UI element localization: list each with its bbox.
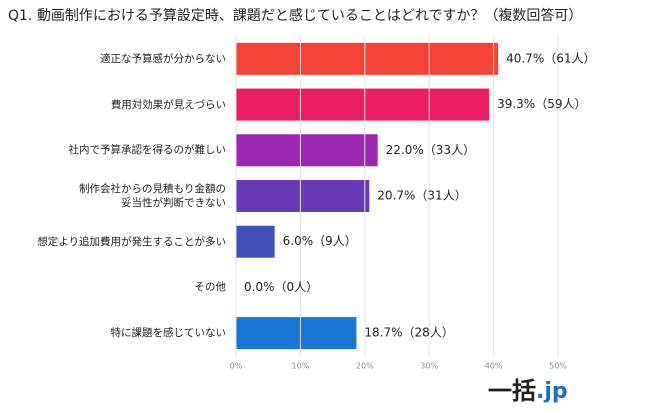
logo-main: 一括 [488, 377, 536, 405]
y-tick-label: 制作会社からの見積もり金額の 妥当性が判断できない [79, 183, 226, 209]
y-tick-label: 想定より追加費用が発生することが多い [37, 235, 226, 248]
value-label: 22.0%（33人） [386, 143, 475, 157]
x-tick-label: 40% [485, 362, 503, 371]
bar [236, 225, 275, 258]
x-tick-label: 10% [292, 362, 310, 371]
y-tick-label: その他 [194, 281, 227, 294]
bar [236, 180, 370, 212]
bar [236, 42, 499, 75]
y-tick-label: 社内で予算承認を得るのが難しい [68, 144, 227, 157]
bar [236, 88, 490, 121]
value-label: 40.7%（61人） [506, 51, 595, 65]
bar [236, 317, 357, 350]
value-label: 20.7%（31人） [377, 189, 466, 203]
x-tick-label: 20% [356, 362, 374, 371]
y-tick-label: 特に課題を感じていない [110, 327, 227, 340]
chart-title: Q1. 動画制作における予算設定時、課題だと感じていることはどれですか？（複数回… [8, 7, 582, 24]
x-tick-label: 0% [230, 362, 243, 371]
value-label: 39.3%（59人） [497, 97, 586, 111]
x-tick-label: 30% [420, 362, 438, 371]
value-label: 18.7%（28人） [364, 326, 453, 340]
bar [236, 134, 378, 167]
x-tick-label: 50% [549, 362, 567, 371]
y-tick-label: 適正な予算感が分からない [100, 52, 226, 65]
value-label: 0.0%（0人） [244, 280, 318, 294]
value-label: 6.0%（9人） [283, 234, 357, 248]
logo-suffix: .jp [536, 379, 568, 404]
y-tick-label: 費用対効果が見えづらい [110, 98, 226, 111]
